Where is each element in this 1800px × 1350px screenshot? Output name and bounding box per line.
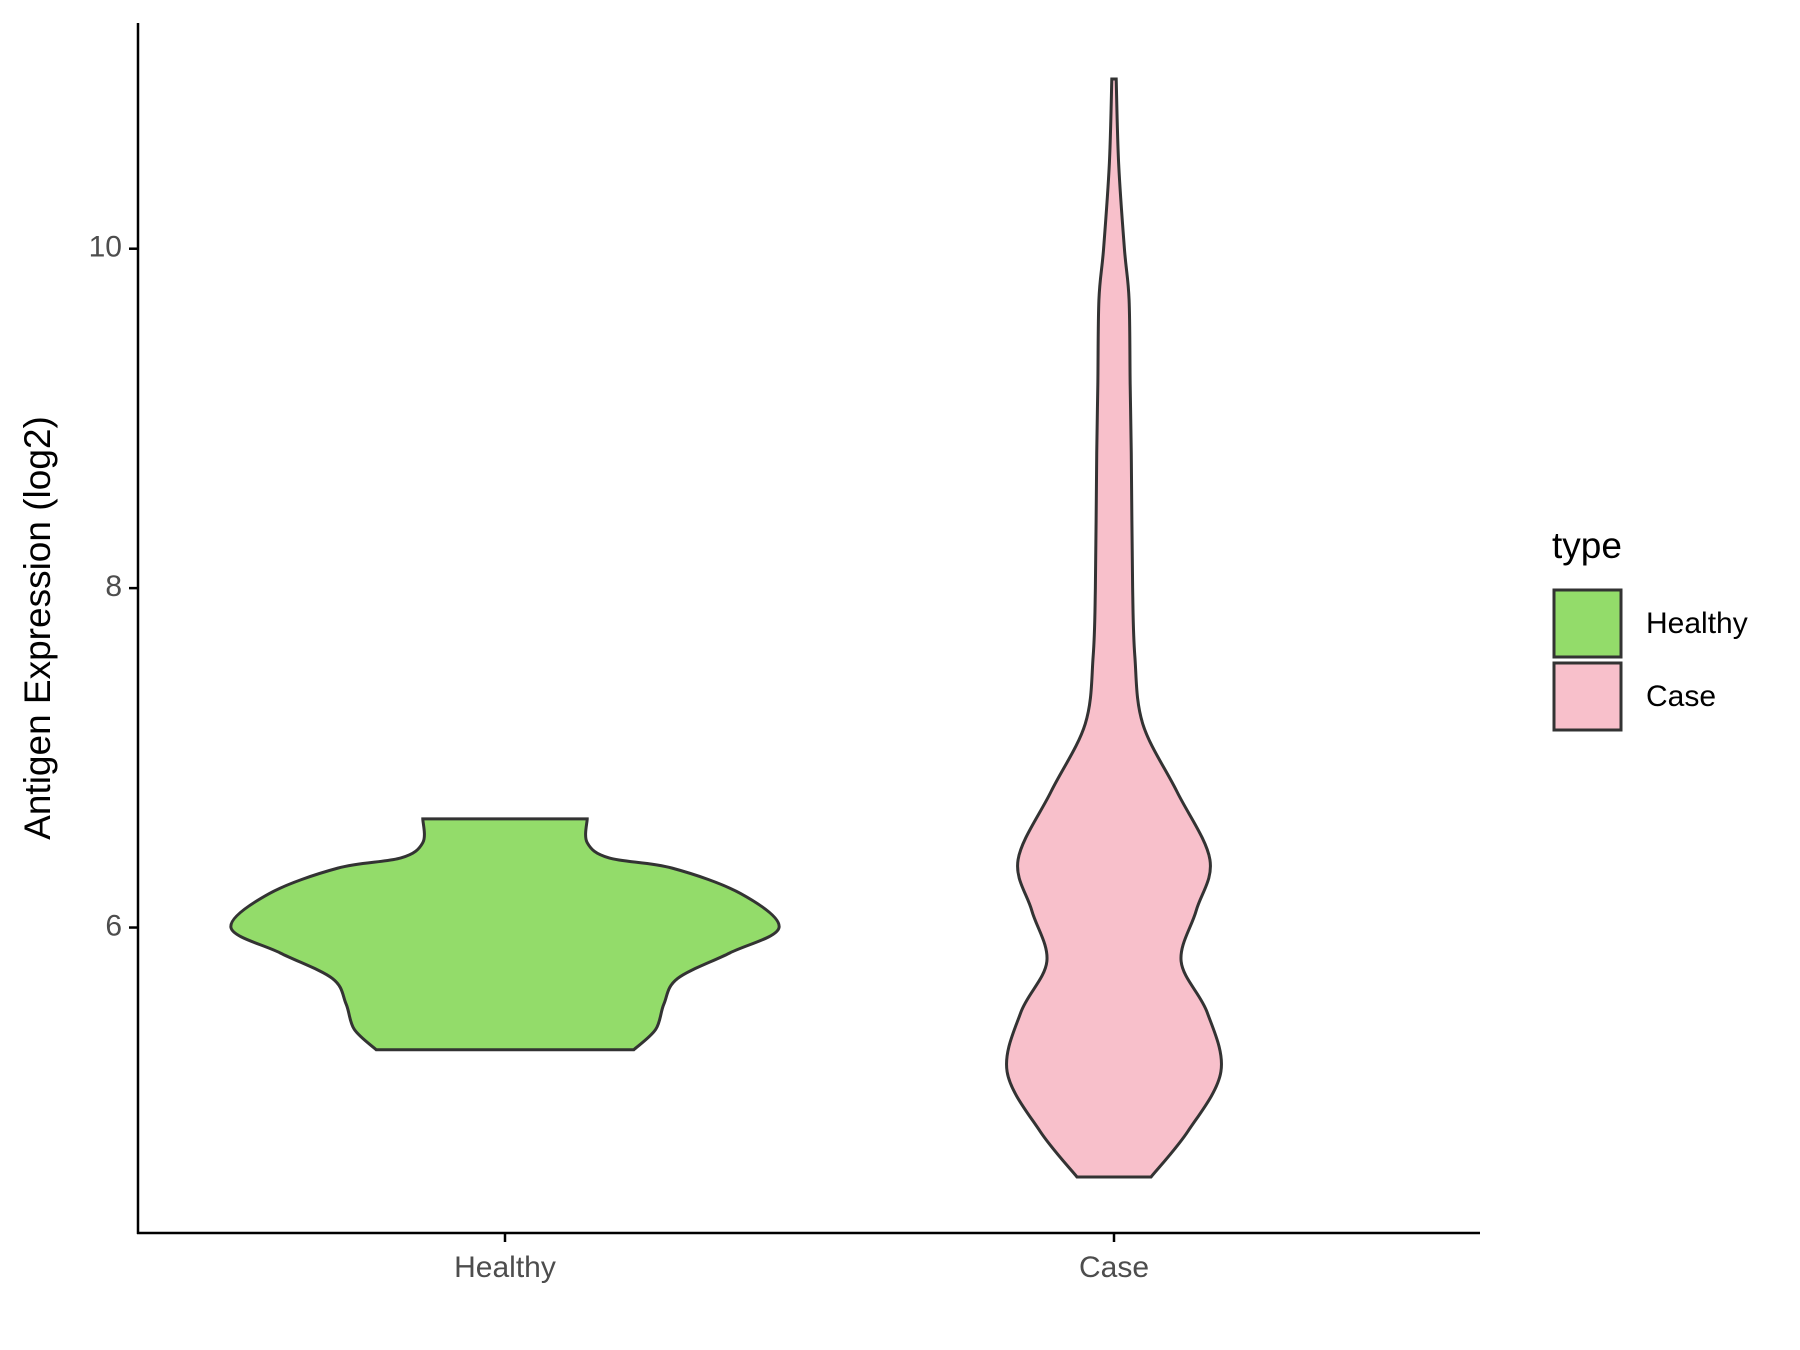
y-tick-label: 8 [105, 570, 122, 603]
legend-label: Healthy [1646, 607, 1748, 640]
violin [229, 817, 781, 1052]
y-tick-label: 10 [89, 231, 122, 264]
x-tick-label: Case [1079, 1251, 1149, 1284]
legend-key [1552, 661, 1623, 732]
y-tick-label: 6 [105, 909, 122, 942]
x-tick-label: Healthy [454, 1251, 556, 1284]
violin [1005, 77, 1223, 1179]
y-axis-title: Antigen Expression (log2) [17, 416, 58, 840]
legend-title: type [1552, 525, 1622, 566]
legend-key [1552, 588, 1623, 659]
legend-label: Case [1646, 680, 1716, 713]
